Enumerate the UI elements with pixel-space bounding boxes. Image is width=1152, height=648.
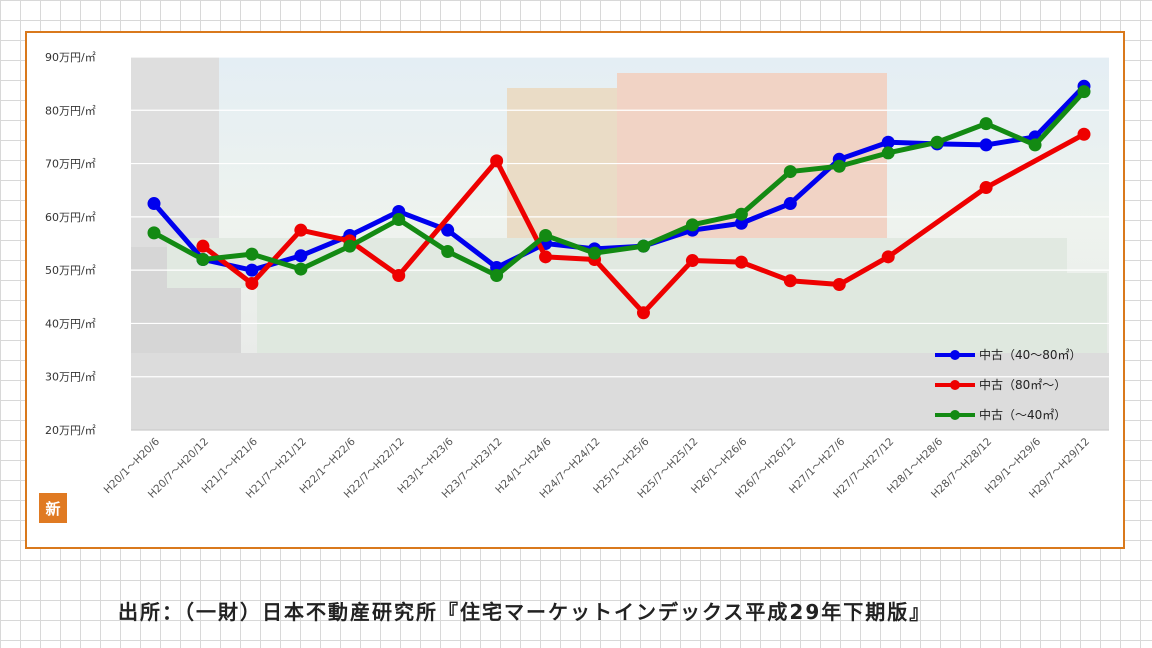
legend-label: 中古（～40㎡） [979, 407, 1066, 422]
data-point [636, 239, 650, 253]
data-point [539, 229, 553, 243]
data-point [196, 239, 210, 253]
data-point [930, 135, 944, 149]
data-point [294, 249, 308, 263]
chart-frame: 20万円/㎡ 30万円/㎡ 40万円/㎡ 50万円/㎡ 60万円/㎡ 70万円/㎡ 80万円… [25, 31, 1125, 549]
data-point [783, 197, 797, 211]
legend-label: 中古（40～80㎡） [979, 347, 1082, 362]
y-tick-label: 30万円/㎡ [45, 371, 96, 384]
legend-swatch-marker [950, 350, 960, 360]
series-layer [147, 79, 1091, 320]
data-point [441, 244, 455, 258]
data-point [1028, 138, 1042, 152]
background-photo [131, 57, 1109, 430]
data-point [1077, 85, 1091, 99]
y-axis-tick-labels: 20万円/㎡ 30万円/㎡ 40万円/㎡ 50万円/㎡ 60万円/㎡ 70万円/㎡ 80万円… [45, 51, 96, 437]
series-2 [147, 85, 1091, 282]
y-tick-label: 20万円/㎡ [45, 424, 96, 437]
data-point [490, 154, 504, 168]
data-point [392, 213, 406, 227]
legend: 中古（40～80㎡） 中古（80㎡～） 中古（～40㎡） [935, 347, 1082, 422]
data-point [147, 226, 161, 240]
data-point [734, 255, 748, 269]
data-point [392, 268, 406, 282]
data-point [685, 254, 699, 268]
y-tick-label: 50万円/㎡ [45, 264, 96, 277]
data-point [685, 218, 699, 232]
data-point [881, 250, 895, 264]
data-point [441, 223, 455, 237]
data-point [196, 252, 210, 266]
data-point [636, 306, 650, 320]
data-point [294, 223, 308, 237]
data-point [734, 207, 748, 221]
series-line [151, 89, 1087, 278]
legend-swatch-marker [950, 410, 960, 420]
y-tick-label: 60万円/㎡ [45, 211, 96, 224]
line-chart: 20万円/㎡ 30万円/㎡ 40万円/㎡ 50万円/㎡ 60万円/㎡ 70万円/㎡ 80万円… [39, 51, 1109, 523]
data-point [1077, 127, 1091, 141]
new-badge-bg [39, 493, 67, 523]
data-point [588, 246, 602, 260]
series-1 [196, 127, 1091, 320]
data-point [881, 146, 895, 160]
y-tick-label: 80万円/㎡ [45, 104, 96, 117]
series-line [200, 131, 1087, 316]
data-point [245, 247, 259, 261]
y-tick-label: 90万円/㎡ [45, 51, 96, 64]
data-point [294, 262, 308, 276]
source-citation: 出所：（一財）日本不動産研究所『住宅マーケットインデックス平成29年下期版』 [118, 600, 932, 624]
data-point [734, 216, 748, 230]
grid [131, 56, 1109, 431]
data-point [539, 250, 553, 264]
y-tick-label: 70万円/㎡ [45, 158, 96, 171]
data-point [245, 276, 259, 290]
data-point [783, 165, 797, 179]
data-point [832, 159, 846, 173]
data-point [979, 117, 993, 131]
data-point [783, 274, 797, 288]
data-point [147, 197, 161, 211]
legend-label: 中古（80㎡～） [979, 377, 1066, 392]
data-point [245, 263, 259, 277]
new-badge: 新 [39, 493, 67, 523]
data-point [979, 181, 993, 195]
x-axis-tick-labels: H20/1～H20/6H20/7～H20/12H21/1～H21/6H21/7～… [102, 435, 1092, 500]
data-point [343, 239, 357, 253]
data-point [979, 138, 993, 152]
legend-swatch-marker [950, 380, 960, 390]
new-badge-label: 新 [45, 500, 60, 518]
data-point [832, 278, 846, 292]
data-point [490, 268, 504, 282]
y-tick-label: 40万円/㎡ [45, 317, 96, 330]
data-point [881, 135, 895, 149]
